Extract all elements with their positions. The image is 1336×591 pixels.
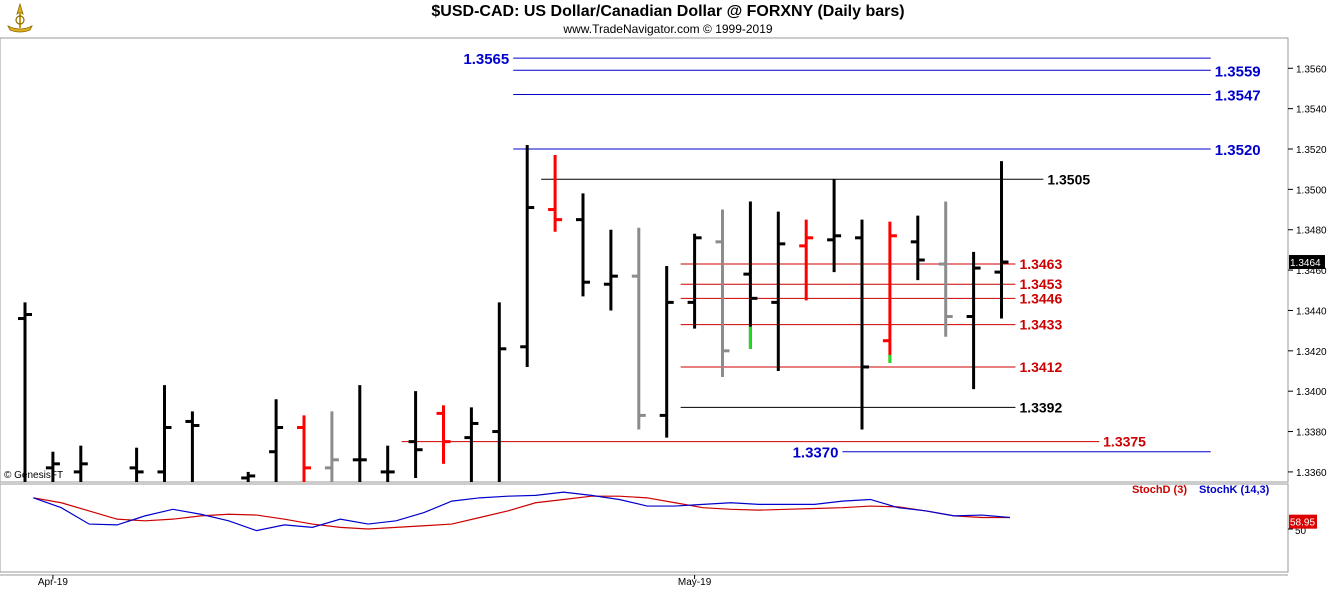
- last-price-label: 1.3464: [1290, 258, 1321, 269]
- date-label-Apr-19: Apr-19: [38, 577, 68, 588]
- ohlc-bar-2: [73, 445, 88, 482]
- stoch-line-1: [33, 491, 1010, 532]
- ohlc-bar-17: [492, 302, 507, 482]
- ohlc-bar-14: [408, 391, 423, 478]
- ohlc-bar-25: [715, 209, 730, 378]
- ohlc-bar-30: [855, 219, 869, 430]
- price-tick-label-1.3540: 1.3540: [1296, 105, 1327, 116]
- price-tick-label-1.3500: 1.3500: [1296, 185, 1327, 196]
- date-axis: Apr-19 May-19: [38, 575, 712, 588]
- level-label-1.3547: 1.3547: [1215, 88, 1261, 105]
- ohlc-bar-24: [687, 233, 702, 329]
- ohlc-bar-9: [269, 399, 284, 482]
- stoch-line-0: [33, 495, 1010, 530]
- level-label-1.3370: 1.3370: [793, 445, 839, 462]
- level-labels: 1.3565 1.3559 1.3547 1.3520 1.3505 1.3463 1.34…: [463, 51, 1260, 462]
- level-label-1.3559: 1.3559: [1215, 63, 1261, 80]
- level-label-1.3565: 1.3565: [463, 51, 509, 68]
- ohlc-bar-5: [157, 385, 172, 482]
- price-axis: 1.33601.33801.34001.34201.34401.34601.34…: [1288, 64, 1327, 479]
- price-tick-label-1.3400: 1.3400: [1296, 387, 1327, 398]
- ohlc-bars: [18, 144, 1009, 482]
- price-tick-label-1.3380: 1.3380: [1296, 428, 1327, 439]
- stoch-tick-label-50: 50: [1295, 526, 1307, 537]
- price-tick-label-1.3460: 1.3460: [1296, 266, 1327, 277]
- ohlc-bar-16: [464, 407, 479, 482]
- last-price-box: [1289, 255, 1325, 270]
- level-label-1.3375: 1.3375: [1103, 434, 1146, 450]
- level-label-1.3520: 1.3520: [1215, 142, 1261, 159]
- ohlc-bar-22: [631, 227, 646, 430]
- ohlc-bar-23: [659, 266, 674, 438]
- trade-navigator-logo-icon: [7, 2, 33, 33]
- ohlc-bar-29: [827, 179, 842, 273]
- ohlc-bar-6: [185, 411, 200, 482]
- price-levels: [401, 57, 1211, 453]
- ohlc-bar-35: [994, 161, 1009, 319]
- level-label-1.3433: 1.3433: [1019, 317, 1062, 333]
- ohlc-bar-15: [436, 405, 451, 464]
- ohlc-bar-21: [603, 229, 618, 311]
- ohlc-bar-8: [241, 471, 256, 482]
- ohlc-bar-1: [45, 451, 60, 482]
- price-tick-label-1.3440: 1.3440: [1296, 306, 1327, 317]
- price-tick-label-1.3480: 1.3480: [1296, 226, 1327, 237]
- ohlc-bar-27: [771, 211, 786, 371]
- chart-title: $USD-CAD: US Dollar/Canadian Dollar @ FO…: [431, 3, 905, 20]
- level-label-1.3392: 1.3392: [1019, 399, 1062, 415]
- ohlc-bar-20: [576, 193, 590, 297]
- price-tick-label-1.3360: 1.3360: [1296, 468, 1327, 479]
- ohlc-bar-0: [18, 302, 32, 482]
- ohlc-bar-26: [743, 201, 758, 349]
- ohlc-bar-32: [910, 215, 925, 281]
- ohlc-bar-12: [352, 385, 367, 482]
- level-label-1.3463: 1.3463: [1019, 256, 1062, 272]
- level-label-1.3505: 1.3505: [1047, 171, 1090, 187]
- ohlc-bar-28: [799, 219, 814, 301]
- price-panel-frame: [0, 37, 1289, 483]
- price-tick-label-1.3520: 1.3520: [1296, 145, 1327, 156]
- level-label-1.3412: 1.3412: [1019, 359, 1062, 375]
- stoch-panel-frame: [0, 483, 1289, 573]
- ohlc-bar-33: [938, 201, 953, 337]
- ohlc-bar-10: [297, 415, 311, 482]
- ohlc-bar-13: [380, 445, 395, 482]
- chart-subtitle: www.TradeNavigator.com © 1999-2019: [563, 22, 773, 36]
- ohlc-bar-34: [966, 251, 981, 390]
- date-label-May-19: May-19: [678, 577, 712, 588]
- level-label-1.3453: 1.3453: [1019, 276, 1062, 292]
- price-tick-label-1.3560: 1.3560: [1296, 64, 1327, 75]
- genesisft-watermark: © GenesisFT: [4, 470, 63, 481]
- ohlc-bar-31: [882, 221, 897, 363]
- stoch-last-box: [1289, 514, 1317, 529]
- legend-stochk: StochK (14,3): [1199, 484, 1270, 496]
- legend-stochd: StochD (3): [1132, 484, 1187, 496]
- ohlc-bar-11: [324, 411, 339, 482]
- ohlc-bar-18: [520, 144, 535, 367]
- price-tick-label-1.3420: 1.3420: [1296, 347, 1327, 358]
- level-label-1.3446: 1.3446: [1019, 290, 1062, 306]
- ohlc-bar-19: [548, 155, 563, 232]
- ohlc-bar-4: [129, 447, 144, 482]
- stoch-last-label: 58.95: [1290, 518, 1315, 529]
